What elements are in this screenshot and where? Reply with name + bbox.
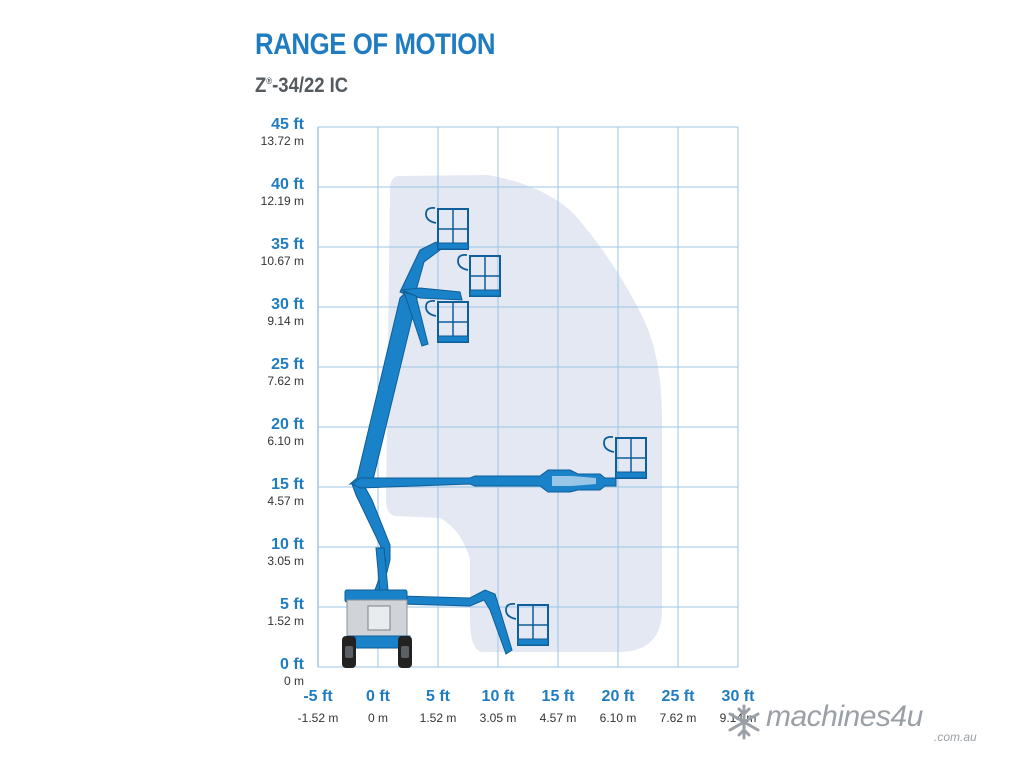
y-tick-label-m: 4.57 m (267, 494, 304, 508)
y-tick-label-m: 10.67 m (261, 254, 304, 268)
x-tick-label-m: 6.10 m (600, 711, 637, 725)
x-tick-label-m: 0 m (368, 711, 388, 725)
y-tick-label-m: 13.72 m (261, 134, 304, 148)
y-tick-label-m: 1.52 m (267, 614, 304, 628)
x-tick-label-m: 1.52 m (420, 711, 457, 725)
y-tick-label-ft: 20 ft (271, 416, 305, 433)
jib-low (403, 291, 429, 347)
x-tick-label-ft: -5 ft (303, 688, 333, 705)
x-tick-label-m: -1.52 m (298, 711, 339, 725)
x-tick-label-ft: 0 ft (366, 688, 391, 705)
registered-mark: ® (266, 76, 273, 86)
page-title: RANGE OF MOTION (255, 28, 496, 61)
x-tick-label-m: 7.62 m (660, 711, 697, 725)
front-tyre-rim (345, 646, 353, 658)
x-axis-ticks: -5 ft -1.52 m 0 ft 0 m 5 ft 1.52 m 10 ft 3.05 m… (298, 688, 757, 725)
lower-jib-boom (399, 589, 513, 655)
model-prefix: Z (255, 74, 267, 97)
watermark-domain: .com.au (934, 730, 977, 744)
platform-low (505, 602, 549, 646)
boom-drawing (342, 206, 647, 668)
y-tick-label-ft: 35 ft (271, 236, 305, 253)
rear-tyre-rim (401, 646, 409, 658)
grid-lines (317, 126, 739, 668)
y-tick-label-ft: 0 ft (280, 656, 305, 673)
y-tick-label-ft: 40 ft (271, 176, 305, 193)
x-tick-label-ft: 25 ft (662, 688, 696, 705)
horizontal-boom-detail (552, 476, 596, 486)
x-tick-label-ft: 30 ft (722, 688, 756, 705)
platform-positions (425, 206, 647, 646)
x-tick-label-ft: 20 ft (602, 688, 636, 705)
machines4u-logo-icon (728, 704, 760, 740)
model-suffix: -34/22 IC (272, 74, 349, 97)
y-tick-label-m: 9.14 m (267, 314, 304, 328)
jib-mid (400, 287, 463, 301)
y-tick-label-ft: 5 ft (280, 596, 305, 613)
y-tick-label-ft: 25 ft (271, 356, 305, 373)
x-tick-label-ft: 5 ft (426, 688, 451, 705)
platform-upper-low (425, 299, 469, 343)
y-tick-label-ft: 15 ft (271, 476, 305, 493)
x-tick-label-m: 4.57 m (540, 711, 577, 725)
watermark: machines4u .com.au (726, 700, 1006, 748)
x-tick-label-m: 3.05 m (480, 711, 517, 725)
y-tick-label-ft: 30 ft (271, 296, 305, 313)
platform-upper-extended (457, 253, 501, 297)
model-subtitle: Z®-34/22 IC (255, 74, 348, 98)
y-tick-label-m: 3.05 m (267, 554, 304, 568)
watermark-brand: machines4u (766, 700, 923, 733)
machine-cover-panel (367, 605, 391, 631)
y-tick-label-ft: 10 ft (271, 536, 305, 553)
y-tick-label-m: 0 m (284, 674, 304, 688)
platform-high (425, 206, 469, 250)
x-tick-label-ft: 15 ft (542, 688, 576, 705)
y-tick-label-m: 7.62 m (267, 374, 304, 388)
y-tick-label-m: 6.10 m (267, 434, 304, 448)
x-tick-label-ft: 10 ft (482, 688, 516, 705)
y-tick-label-m: 12.19 m (261, 194, 304, 208)
platform-horizontal (603, 435, 647, 479)
upper-boom-horizontal (351, 469, 617, 493)
y-tick-label-ft: 45 ft (271, 116, 305, 133)
